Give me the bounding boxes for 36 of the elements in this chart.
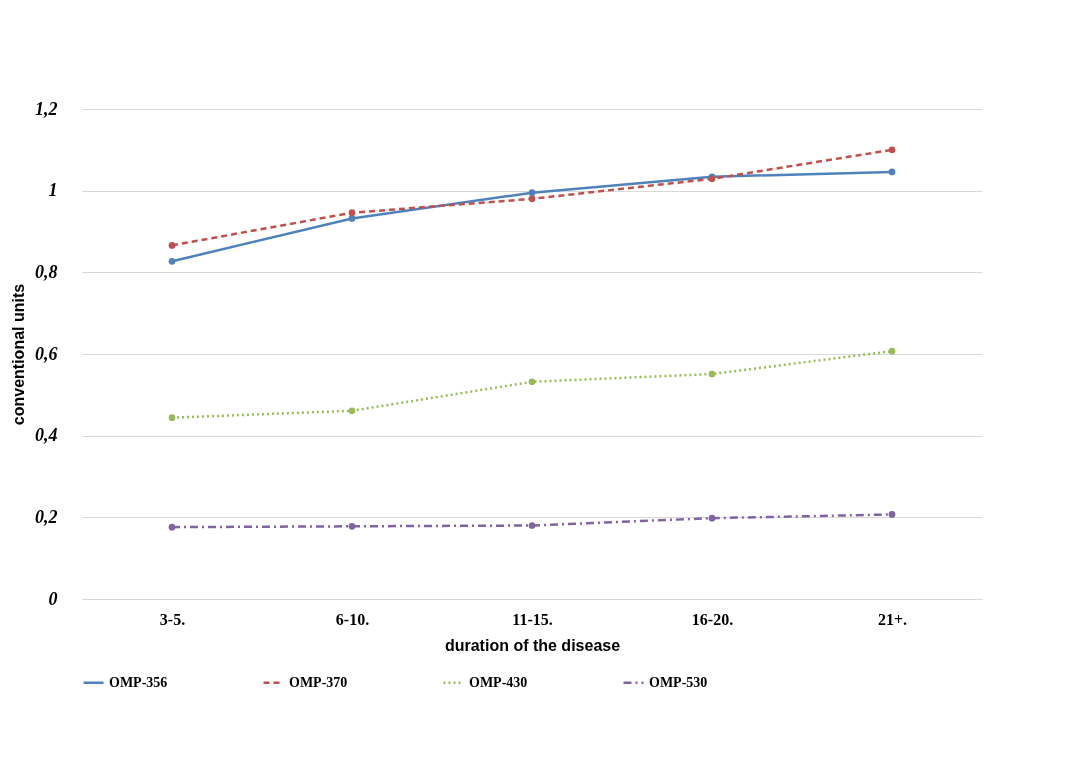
point — [168, 523, 176, 531]
point — [888, 168, 896, 176]
x-axis-title: duration of the disease — [444, 636, 621, 654]
x-tick-label: 3-5. — [159, 610, 186, 628]
point — [708, 370, 716, 378]
y-tick-label: 0,2 — [35, 506, 58, 527]
point — [888, 347, 896, 355]
legend-label: OMP-430 — [469, 674, 528, 690]
x-tick-label: 11-15. — [512, 610, 553, 628]
y-tick-label: 1,2 — [35, 98, 58, 119]
point — [348, 215, 356, 222]
y-tick-label: 0,6 — [35, 343, 58, 364]
point — [348, 209, 356, 217]
point — [348, 407, 356, 415]
point — [168, 257, 176, 265]
y-tick-label: 1 — [48, 180, 58, 201]
point — [168, 414, 176, 422]
y-tick-label: 0 — [48, 588, 58, 609]
point — [168, 242, 176, 249]
y-tick-label: 0,8 — [35, 261, 58, 282]
legend-label: OMP-530 — [649, 674, 708, 690]
x-tick-label: 21+. — [877, 610, 908, 628]
point — [348, 522, 356, 530]
x-tick-label: 16-20. — [691, 610, 734, 628]
x-tick-label: 6-10. — [335, 610, 370, 628]
point — [888, 146, 896, 154]
point — [528, 522, 536, 529]
point — [528, 189, 536, 197]
legend-label: OMP-356 — [109, 674, 168, 690]
y-tick-label: 0,4 — [35, 425, 58, 446]
y-axis-title: conventional units — [10, 283, 27, 426]
point — [708, 514, 716, 522]
legend-label: OMP-370 — [289, 674, 348, 690]
point — [528, 378, 536, 386]
point — [528, 195, 536, 203]
point — [888, 511, 896, 518]
